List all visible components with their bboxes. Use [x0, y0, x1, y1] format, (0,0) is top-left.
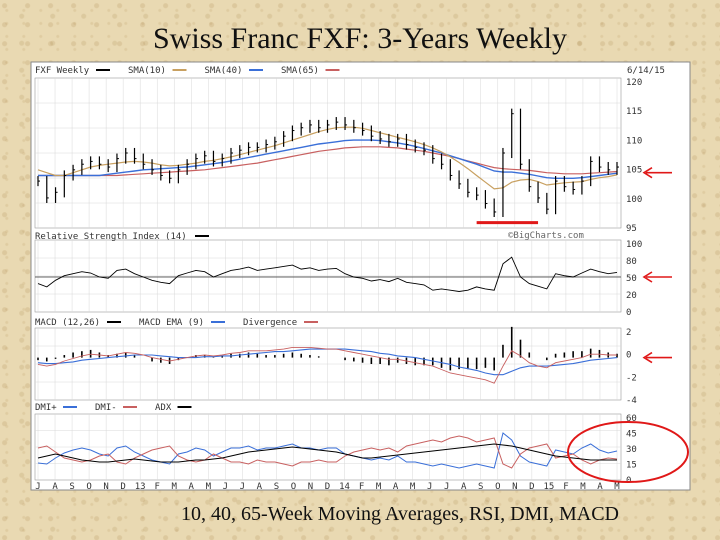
x-tick-label: M — [614, 482, 620, 492]
x-tick-label: A — [52, 482, 58, 492]
y-tick-label: 115 — [626, 107, 642, 117]
annotation-arrowhead — [642, 271, 653, 283]
x-tick-label: J — [35, 482, 40, 492]
x-tick-label: O — [291, 482, 296, 492]
x-tick-label: J — [427, 482, 432, 492]
macd-line — [37, 346, 617, 384]
legend-label: SMA(10) — [128, 66, 166, 76]
x-tick-label: 13 — [135, 482, 146, 492]
y-tick-label: -2 — [626, 373, 637, 383]
y-tick-label: -4 — [626, 396, 637, 406]
y-tick-label: 30 — [626, 445, 637, 455]
x-tick-label: N — [512, 482, 517, 492]
x-tick-label: 14 — [339, 482, 350, 492]
y-tick-label: 20 — [626, 291, 637, 301]
y-tick-label: 45 — [626, 430, 637, 440]
legend-label: Divergence — [243, 318, 297, 328]
slide-title: Swiss Franc FXF: 3-Years Weekly — [153, 22, 567, 55]
dmi-plus-line — [37, 432, 618, 469]
y-tick-label: 120 — [626, 78, 642, 88]
y-tick-label: 15 — [626, 461, 637, 471]
legend-label: ADX — [155, 403, 172, 413]
x-tick-label: J — [240, 482, 245, 492]
annotation-arrowhead — [642, 351, 653, 364]
x-tick-label: F — [359, 482, 364, 492]
y-tick-label: 95 — [626, 224, 637, 234]
y-tick-label: 80 — [626, 257, 637, 267]
y-tick-label: 0 — [626, 308, 631, 318]
x-tick-label: O — [495, 482, 500, 492]
dmi-minus-line — [37, 435, 618, 469]
x-tick-label: A — [189, 482, 195, 492]
annotation-circle — [567, 421, 689, 483]
x-tick-label: J — [223, 482, 228, 492]
y-tick-label: 110 — [626, 136, 642, 146]
y-tick-label: 105 — [626, 166, 642, 176]
x-tick-label: D — [120, 482, 125, 492]
x-tick-label: M — [172, 482, 178, 492]
y-tick-label: 100 — [626, 240, 642, 250]
x-tick-label: S — [478, 482, 483, 492]
x-tick-label: D — [325, 482, 330, 492]
x-tick-label: F — [563, 482, 568, 492]
slide-caption: 10, 40, 65-Week Moving Averages, RSI, DM… — [181, 503, 619, 525]
x-tick-label: N — [103, 482, 108, 492]
x-tick-label: M — [580, 482, 586, 492]
legend-label: SMA(65) — [281, 66, 319, 76]
legend-label: Relative Strength Index (14) — [35, 232, 187, 242]
legend-label: FXF Weekly — [35, 66, 90, 76]
x-tick-label: F — [154, 482, 159, 492]
y-tick-label: 50 — [626, 274, 637, 284]
annotation-arrowhead — [642, 166, 653, 179]
y-tick-label: 0 — [626, 351, 631, 361]
x-tick-label: M — [410, 482, 416, 492]
x-tick-label: A — [393, 482, 399, 492]
legend-label: MACD (12,26) — [35, 318, 100, 328]
y-tick-label: 60 — [626, 414, 637, 424]
x-tick-label: D — [529, 482, 534, 492]
chart-date-label: 6/14/15 — [627, 66, 665, 76]
x-tick-label: A — [257, 482, 263, 492]
x-tick-label: A — [461, 482, 467, 492]
legend-label: MACD EMA (9) — [139, 318, 204, 328]
sma65-line — [38, 146, 618, 177]
x-tick-label: M — [206, 482, 212, 492]
watermark: ©BigCharts.com — [508, 231, 584, 241]
x-tick-label: S — [69, 482, 74, 492]
y-tick-label: 2 — [626, 328, 631, 338]
sma40-line — [38, 139, 618, 180]
adx-line — [37, 443, 617, 463]
legend-label: DMI- — [95, 403, 117, 413]
y-tick-label: 100 — [626, 195, 642, 205]
x-tick-label: S — [274, 482, 279, 492]
x-tick-label: 15 — [543, 482, 554, 492]
legend-label: SMA(40) — [205, 66, 243, 76]
rsi-line — [37, 256, 618, 292]
x-tick-label: O — [86, 482, 91, 492]
x-tick-label: J — [444, 482, 449, 492]
x-tick-label: M — [376, 482, 382, 492]
x-tick-label: N — [308, 482, 313, 492]
legend-label: DMI+ — [35, 403, 57, 413]
x-tick-label: A — [597, 482, 603, 492]
